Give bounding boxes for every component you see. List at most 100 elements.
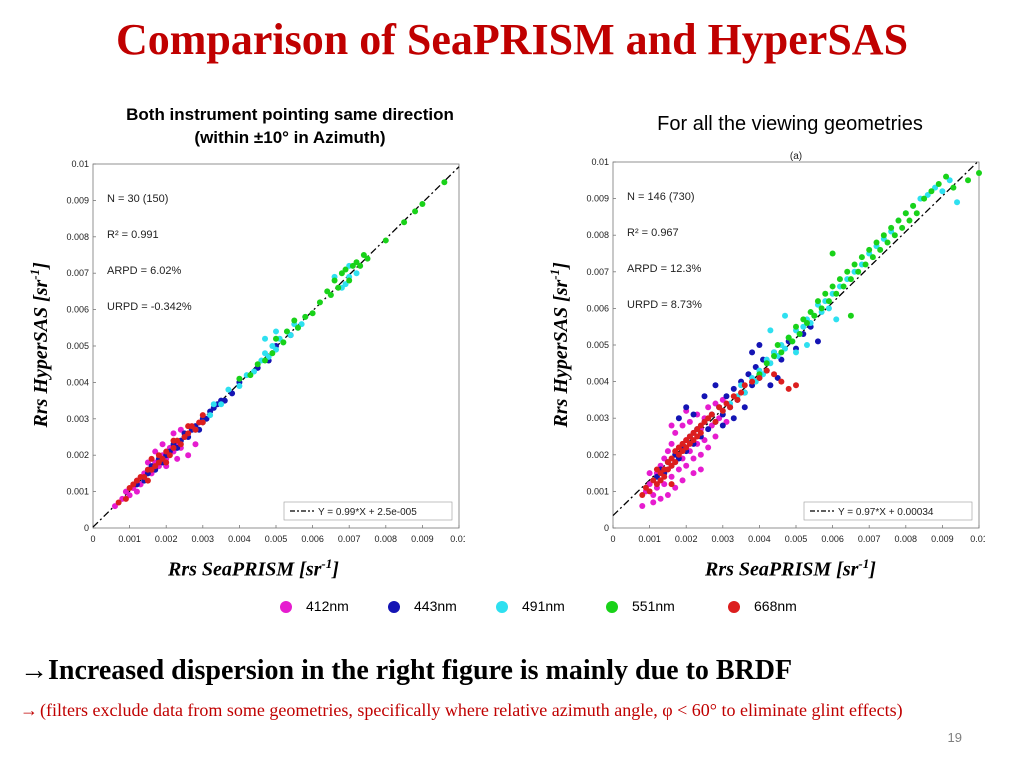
legend-label-668nm: 668nm	[754, 598, 797, 614]
stat-label: N = 146 (730)	[627, 191, 695, 203]
data-point-668nm	[657, 477, 664, 484]
data-point-551nm	[935, 180, 942, 187]
data-point-668nm	[141, 474, 148, 481]
data-point-443nm	[203, 415, 210, 422]
right-y-label-exponent: -1	[547, 268, 563, 280]
data-point-668nm	[653, 466, 660, 473]
data-point-668nm	[148, 455, 155, 462]
data-point-668nm	[668, 481, 675, 488]
data-point-668nm	[697, 429, 704, 436]
data-point-412nm	[122, 488, 129, 495]
data-point-443nm	[221, 397, 228, 404]
data-point-443nm	[752, 363, 759, 370]
data-point-412nm	[672, 429, 679, 436]
y-tick-label: 0.006	[66, 305, 89, 315]
data-point-668nm	[756, 374, 763, 381]
data-point-551nm	[771, 352, 778, 359]
data-point-668nm	[144, 477, 151, 484]
data-point-551nm	[873, 239, 880, 246]
data-point-443nm	[683, 404, 690, 411]
data-point-668nm	[166, 452, 173, 459]
data-point-668nm	[199, 412, 206, 419]
data-point-551nm	[965, 177, 972, 184]
data-point-491nm	[924, 191, 931, 198]
data-point-551nm	[928, 188, 935, 195]
data-point-668nm	[778, 378, 785, 385]
y-tick-label: 0.005	[66, 341, 89, 351]
data-point-551nm	[342, 266, 349, 273]
data-point-443nm	[814, 338, 821, 345]
data-point-668nm	[683, 437, 690, 444]
data-point-551nm	[877, 246, 884, 253]
data-point-668nm	[199, 419, 206, 426]
panel-label: (a)	[790, 151, 802, 162]
data-point-551nm	[822, 290, 829, 297]
data-point-443nm	[705, 426, 712, 433]
slide-title: Comparison of SeaPRISM and HyperSAS	[115, 15, 909, 64]
data-point-668nm	[785, 385, 792, 392]
data-point-551nm	[401, 219, 408, 226]
data-point-551nm	[844, 268, 851, 275]
left-x-axis-label: Rrs SeaPRISM [sr-1]	[168, 556, 339, 582]
data-point-551nm	[273, 335, 279, 342]
data-point-668nm	[653, 481, 660, 488]
data-point-443nm	[229, 390, 236, 397]
data-point-551nm	[836, 276, 843, 283]
data-point-668nm	[664, 466, 671, 473]
data-point-668nm	[749, 378, 756, 385]
data-point-668nm	[122, 495, 129, 502]
data-point-551nm	[913, 210, 920, 217]
x-tick-label: 0.001	[118, 534, 141, 544]
data-point-551nm	[254, 361, 261, 368]
left-subtitle-line-2: (within ±10° in Azimuth)	[194, 128, 386, 147]
data-point-412nm	[657, 495, 664, 502]
legend-marker-443nm	[388, 601, 400, 614]
legend-marker-668nm	[728, 601, 740, 614]
legend-label-443nm: 443nm	[414, 598, 457, 614]
data-point-551nm	[807, 309, 814, 316]
data-point-412nm	[716, 415, 723, 422]
y-tick-label: 0.007	[586, 267, 609, 277]
scatter-chart-0: 0 0.001 0.002 0.003 0.004 0.005 0.006 0.007 0.00…	[66, 159, 467, 544]
data-point-551nm	[364, 255, 371, 262]
x-tick-label: 0.001	[638, 534, 661, 544]
data-point-551nm	[357, 262, 364, 269]
data-point-668nm	[668, 462, 675, 469]
data-point-668nm	[130, 481, 137, 488]
y-tick-label: 0	[84, 523, 89, 533]
data-point-443nm	[675, 415, 682, 422]
data-point-443nm	[774, 374, 781, 381]
data-point-412nm	[701, 437, 708, 444]
legend-item-551nm: 551nm	[606, 598, 675, 614]
data-point-668nm	[712, 418, 719, 425]
main-bullet-text: Increased dispersion in the right figure…	[48, 655, 793, 686]
data-point-551nm	[419, 201, 426, 208]
legend-marker-551nm	[606, 601, 618, 614]
stat-label: N = 30 (150)	[107, 193, 168, 205]
data-point-551nm	[895, 217, 902, 224]
data-point-668nm	[708, 411, 715, 418]
data-point-412nm	[185, 452, 192, 459]
data-point-551nm	[309, 310, 316, 317]
plot-frame	[612, 161, 980, 529]
y-tick-label: 0.002	[586, 450, 609, 460]
data-point-551nm	[833, 290, 840, 297]
data-point-412nm	[661, 481, 668, 488]
fit-legend-box	[283, 501, 453, 521]
data-point-551nm	[302, 313, 309, 320]
regression-line	[612, 160, 980, 517]
data-point-551nm	[906, 217, 913, 224]
data-point-668nm	[763, 367, 770, 374]
data-point-551nm	[811, 312, 818, 319]
right-y-axis-label: Rrs HyperSAS [sr-1]	[547, 245, 573, 445]
data-point-551nm	[847, 312, 854, 319]
data-point-443nm	[723, 393, 730, 400]
legend-marker-412nm	[280, 601, 292, 614]
data-point-551nm	[884, 239, 891, 246]
left-y-label-exponent: -1	[27, 268, 43, 280]
data-point-551nm	[851, 261, 858, 268]
y-tick-label: 0.003	[586, 413, 609, 423]
data-point-491nm	[269, 343, 276, 349]
data-point-551nm	[899, 224, 906, 231]
data-point-491nm	[800, 323, 807, 330]
